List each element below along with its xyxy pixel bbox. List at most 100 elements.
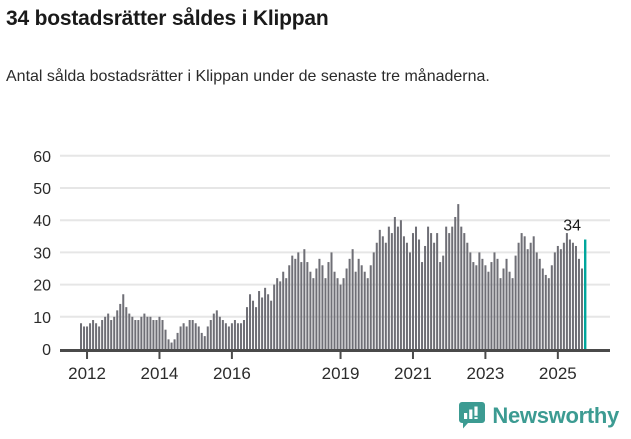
- bar[interactable]: [330, 252, 333, 349]
- bar[interactable]: [345, 268, 348, 350]
- bar[interactable]: [291, 255, 294, 349]
- bar[interactable]: [194, 323, 197, 349]
- bar[interactable]: [92, 320, 95, 349]
- bar[interactable]: [116, 310, 119, 349]
- bar[interactable]: [538, 258, 541, 349]
- bar[interactable]: [360, 265, 363, 349]
- bar[interactable]: [357, 258, 360, 349]
- bar[interactable]: [390, 233, 393, 349]
- bar[interactable]: [261, 297, 264, 349]
- bar[interactable]: [300, 262, 303, 349]
- bar[interactable]: [170, 342, 173, 349]
- bar[interactable]: [200, 332, 203, 349]
- bar[interactable]: [451, 226, 454, 349]
- bar[interactable]: [348, 258, 351, 349]
- bar[interactable]: [469, 252, 472, 349]
- bar[interactable]: [131, 316, 134, 349]
- bar[interactable]: [215, 310, 218, 349]
- bar[interactable]: [303, 249, 306, 349]
- bar[interactable]: [167, 339, 170, 349]
- bar[interactable]: [110, 320, 113, 349]
- bar[interactable]: [396, 226, 399, 349]
- bar[interactable]: [239, 323, 242, 349]
- bar[interactable]: [95, 323, 98, 349]
- bar[interactable]: [107, 313, 110, 349]
- bar[interactable]: [89, 323, 92, 349]
- bar[interactable]: [544, 274, 547, 349]
- bar[interactable]: [227, 326, 230, 349]
- bar[interactable]: [98, 326, 101, 349]
- bar[interactable]: [475, 265, 478, 349]
- bar[interactable]: [568, 239, 571, 349]
- bar[interactable]: [188, 320, 191, 349]
- bar[interactable]: [245, 307, 249, 349]
- bar[interactable]: [547, 278, 550, 349]
- bar[interactable]: [128, 313, 131, 349]
- bar[interactable]: [191, 320, 194, 349]
- bar[interactable]: [324, 278, 327, 349]
- bar[interactable]: [487, 271, 490, 349]
- bar[interactable]: [499, 278, 502, 349]
- bar[interactable]: [466, 242, 469, 349]
- bar[interactable]: [185, 326, 188, 349]
- bar[interactable]: [146, 316, 149, 349]
- bar[interactable]: [267, 294, 270, 349]
- bar[interactable]: [445, 226, 448, 349]
- bar[interactable]: [433, 242, 436, 349]
- bar[interactable]: [119, 303, 122, 349]
- bar[interactable]: [508, 271, 511, 349]
- bar[interactable]: [414, 226, 418, 349]
- bar[interactable]: [493, 252, 496, 349]
- bar[interactable]: [550, 265, 553, 349]
- bar[interactable]: [375, 242, 378, 349]
- bar[interactable]: [424, 245, 427, 349]
- bar[interactable]: [134, 320, 137, 349]
- bar[interactable]: [523, 236, 526, 349]
- bar[interactable]: [430, 233, 433, 349]
- bar[interactable]: [233, 320, 236, 349]
- newsworthy-logo[interactable]: Newsworthy: [459, 402, 619, 429]
- bar[interactable]: [393, 216, 396, 349]
- bar[interactable]: [155, 320, 158, 349]
- bar[interactable]: [101, 320, 104, 349]
- bar[interactable]: [363, 271, 366, 349]
- bar[interactable]: [378, 229, 381, 349]
- bar[interactable]: [164, 329, 167, 349]
- bar[interactable]: [532, 236, 535, 349]
- bar[interactable]: [249, 294, 252, 349]
- bar[interactable]: [158, 316, 161, 349]
- bar[interactable]: [339, 284, 342, 349]
- bar[interactable]: [333, 271, 336, 349]
- bar[interactable]: [209, 320, 212, 349]
- bar[interactable]: [80, 323, 83, 349]
- bar[interactable]: [505, 258, 508, 349]
- bar[interactable]: [294, 258, 297, 349]
- bar[interactable]: [242, 320, 245, 349]
- bar[interactable]: [571, 242, 574, 349]
- bar[interactable]: [197, 326, 200, 349]
- bar[interactable]: [224, 323, 227, 349]
- bar[interactable]: [405, 242, 408, 349]
- bar[interactable]: [387, 226, 390, 349]
- bar[interactable]: [351, 249, 354, 349]
- bar[interactable]: [559, 249, 562, 349]
- bar[interactable]: [463, 233, 466, 349]
- bar[interactable]: [418, 239, 421, 349]
- bar[interactable]: [321, 265, 324, 349]
- bar[interactable]: [541, 268, 544, 350]
- bar[interactable]: [484, 265, 487, 349]
- bar-highlighted[interactable]: [584, 239, 587, 349]
- bar[interactable]: [427, 226, 430, 349]
- bar[interactable]: [502, 268, 505, 350]
- bar[interactable]: [372, 252, 375, 349]
- bar[interactable]: [315, 268, 318, 350]
- bar[interactable]: [460, 226, 463, 349]
- bar[interactable]: [408, 252, 411, 349]
- bar[interactable]: [306, 262, 309, 349]
- bar[interactable]: [574, 245, 577, 349]
- bar[interactable]: [140, 316, 143, 349]
- bar[interactable]: [369, 265, 372, 349]
- bar[interactable]: [562, 242, 565, 349]
- bar[interactable]: [212, 313, 215, 349]
- bar[interactable]: [478, 252, 481, 349]
